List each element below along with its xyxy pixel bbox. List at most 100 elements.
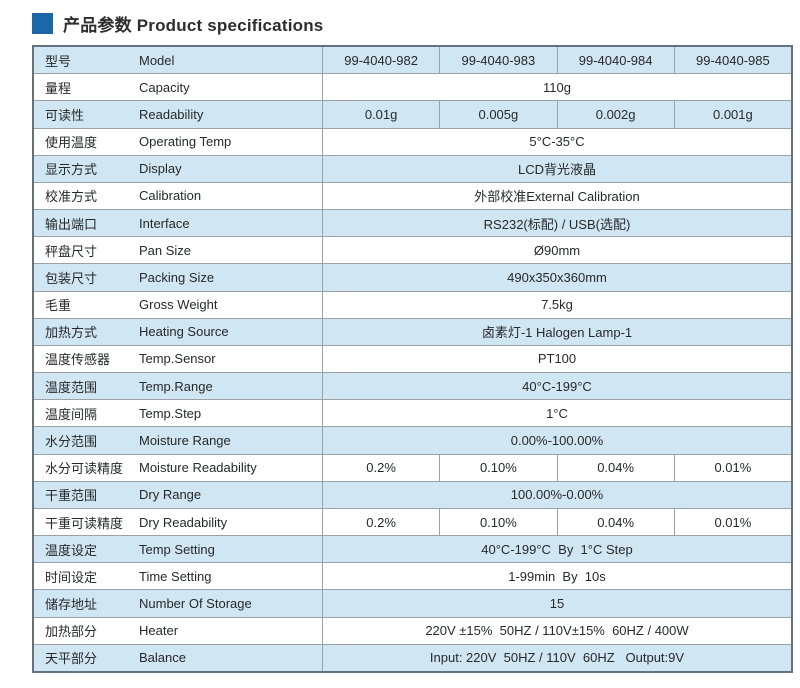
spec-label-en: Dry Range [139, 487, 202, 503]
spec-label-en: Readability [139, 106, 204, 122]
spec-row: 量程 Capacity 110g [34, 73, 791, 101]
spec-label-en: Pan Size [139, 242, 192, 258]
spec-value: 40°C-199°C [522, 378, 592, 394]
spec-value: Input: 220V 50HZ / 110V 60HZ Output:9V [429, 650, 685, 666]
spec-row: 水分可读精度 Moisture Readability 0.2% 0.10% 0.04%… [34, 453, 791, 481]
spec-label-cn: 时间设定 [45, 569, 98, 585]
spec-value: 15 [549, 596, 565, 612]
spec-row: 加热方式 Heating Source 卤素灯-1 Halogen Lamp-1 [34, 317, 791, 345]
spec-value: 1-99min By 10s [508, 568, 606, 584]
spec-row-values: 1-99min By 10s [322, 563, 791, 590]
spec-row-values: 卤素灯-1 Halogen Lamp-1 [322, 318, 791, 345]
spec-label-cn: 干重可读精度 [45, 515, 124, 531]
spec-row: 型号 Model 99-4040-982 99-4040-983 99-4040-984… [34, 47, 791, 74]
section-header: 产品参数 Product specifications [32, 11, 323, 36]
spec-row-values: 5°C-35°C [322, 128, 791, 155]
spec-row-labels: 水分范围 Moisture Range [34, 427, 322, 453]
spec-row-labels: 显示方式 Display [34, 156, 322, 182]
spec-label-en: Number Of Storage [139, 596, 252, 612]
spec-label-cn: 量程 [45, 80, 72, 96]
spec-label-cn: 干重范围 [45, 488, 98, 504]
spec-value: 0.04% [556, 454, 674, 481]
spec-value: 0.00%-100.00% [510, 432, 604, 448]
spec-label-cn: 加热部分 [45, 624, 98, 640]
spec-label-en: Moisture Range [139, 432, 231, 448]
spec-value: 220V ±15% 50HZ / 110V±15% 60HZ / 400W [425, 623, 689, 639]
spec-value: 40°C-199°C By 1°C Step [481, 541, 633, 557]
spec-value: 110g [543, 79, 571, 95]
spec-label-cn: 型号 [45, 53, 72, 69]
spec-label-en: Calibration [139, 188, 202, 204]
spec-row-values: 7.5kg [322, 291, 791, 318]
spec-label-cn: 温度设定 [45, 542, 98, 558]
spec-label-cn: 使用温度 [45, 135, 98, 151]
spec-row-labels: 加热方式 Heating Source [34, 319, 322, 345]
spec-label-cn: 包装尺寸 [45, 270, 98, 286]
spec-label-en: Operating Temp [139, 134, 232, 150]
spec-row-labels: 温度范围 Temp.Range [34, 373, 322, 399]
spec-label-cn: 温度传感器 [45, 352, 111, 368]
spec-label-en: Interface [139, 215, 190, 231]
spec-row: 干重范围 Dry Range 100.00%-0.00% [34, 480, 791, 508]
spec-row-values: RS232(标配) / USB(选配) [322, 210, 791, 237]
spec-label-cn: 毛重 [45, 298, 72, 314]
spec-value: 0.01% [673, 508, 791, 536]
spec-row-labels: 加热部分 Heater [34, 618, 322, 644]
spec-label-cn: 显示方式 [45, 162, 98, 178]
spec-label-en: Balance [139, 650, 186, 666]
spec-row-labels: 干重范围 Dry Range [34, 482, 322, 508]
spec-row-values: LCD背光液晶 [322, 155, 791, 182]
page-title: 产品参数 Product specifications [63, 16, 324, 35]
spec-row-values: 15 [322, 590, 791, 617]
spec-label-en: Temp.Step [139, 405, 202, 421]
spec-row-labels: 温度设定 Temp Setting [34, 536, 322, 562]
spec-row: 秤盘尺寸 Pan Size Ø90mm [34, 236, 791, 264]
spec-row-labels: 型号 Model [34, 47, 322, 73]
spec-row-values: Ø90mm [322, 237, 791, 264]
spec-row-values: 99-4040-982 99-4040-983 99-4040-984 99-4040… [322, 47, 791, 74]
spec-row: 温度间隔 Temp.Step 1°C [34, 399, 791, 427]
spec-row: 毛重 Gross Weight 7.5kg [34, 290, 791, 318]
spec-value: 0.04% [556, 508, 674, 536]
spec-row: 温度范围 Temp.Range 40°C-199°C [34, 372, 791, 400]
spec-row-labels: 毛重 Gross Weight [34, 292, 322, 318]
spec-label-en: Display [139, 161, 182, 177]
spec-row: 干重可读精度 Dry Readability 0.2% 0.10% 0.04% 0.01% [34, 507, 791, 536]
spec-value: LCD背光液晶 [517, 162, 596, 178]
spec-row-labels: 温度间隔 Temp.Step [34, 400, 322, 426]
spec-label-cn: 水分可读精度 [45, 461, 124, 477]
spec-row-values: Input: 220V 50HZ / 110V 60HZ Output:9V [322, 644, 791, 671]
spec-row-values: 40°C-199°C [322, 373, 791, 400]
spec-label-cn: 可读性 [45, 107, 85, 123]
spec-label-en: Temp.Range [139, 378, 213, 394]
spec-row-labels: 输出端口 Interface [34, 210, 322, 236]
spec-label-cn: 输出端口 [45, 216, 98, 232]
spec-label-en: Gross Weight [139, 297, 218, 313]
spec-row: 使用温度 Operating Temp 5°C-35°C [34, 127, 791, 155]
spec-row-values: 220V ±15% 50HZ / 110V±15% 60HZ / 400W [322, 617, 791, 644]
spec-value: RS232(标配) / USB(选配) [483, 216, 631, 232]
spec-row-values: 490x350x360mm [322, 264, 791, 291]
spec-label-cn: 温度范围 [45, 379, 98, 395]
spec-value: 0.01g [364, 106, 398, 122]
spec-row: 水分范围 Moisture Range 0.00%-100.00% [34, 426, 791, 454]
spec-row-labels: 使用温度 Operating Temp [34, 129, 322, 155]
spec-label-en: Temp.Sensor [139, 351, 216, 367]
spec-row-labels: 秤盘尺寸 Pan Size [34, 237, 322, 263]
spec-value: 0.10% [439, 508, 556, 536]
spec-row: 包装尺寸 Packing Size 490x350x360mm [34, 263, 791, 291]
spec-row: 校准方式 Calibration 外部校准External Calibration [34, 181, 791, 210]
spec-row-values: 40°C-199°C By 1°C Step [322, 536, 791, 563]
spec-row-values: 1°C [322, 400, 791, 427]
spec-row-values: 0.01g 0.005g 0.002g 0.001g [322, 101, 791, 128]
spec-row-labels: 温度传感器 Temp.Sensor [34, 346, 322, 372]
spec-row: 时间设定 Time Setting 1-99min By 10s [34, 562, 791, 590]
spec-value: 490x350x360mm [507, 269, 607, 285]
spec-value: 99-4040-984 [556, 47, 674, 74]
spec-value: Ø90mm [533, 242, 581, 258]
section-marker-icon [32, 13, 53, 34]
spec-row: 输出端口 Interface RS232(标配) / USB(选配) [34, 209, 791, 237]
spec-row-values: 100.00%-0.00% [322, 481, 791, 508]
spec-value: 99-4040-983 [439, 47, 556, 74]
spec-label-cn: 秤盘尺寸 [45, 243, 98, 259]
